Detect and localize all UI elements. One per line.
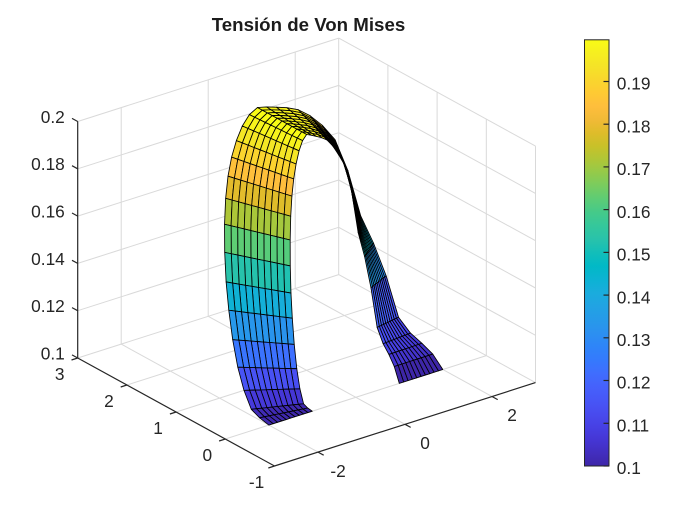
svg-text:0.19: 0.19 [617, 74, 651, 94]
svg-text:0.1: 0.1 [41, 343, 65, 363]
svg-text:0.17: 0.17 [617, 159, 651, 179]
svg-text:Tensión de Von Mises: Tensión de Von Mises [212, 14, 405, 35]
svg-text:0.15: 0.15 [617, 245, 651, 265]
svg-text:0: 0 [420, 433, 430, 453]
svg-text:0.11: 0.11 [617, 416, 649, 436]
svg-text:2: 2 [104, 391, 114, 411]
svg-text:0.16: 0.16 [31, 202, 65, 222]
svg-text:0.13: 0.13 [617, 330, 651, 350]
svg-text:3: 3 [55, 364, 65, 384]
svg-text:0.12: 0.12 [617, 373, 651, 393]
svg-text:0.18: 0.18 [617, 116, 651, 136]
svg-text:0.14: 0.14 [617, 287, 651, 307]
svg-text:0.1: 0.1 [617, 458, 641, 478]
svg-text:0.2: 0.2 [41, 107, 65, 127]
svg-text:0.18: 0.18 [31, 154, 65, 174]
svg-text:0.12: 0.12 [31, 296, 65, 316]
svg-text:2: 2 [507, 405, 517, 425]
svg-text:-1: -1 [249, 472, 264, 492]
svg-text:0.14: 0.14 [31, 249, 65, 269]
svg-text:1: 1 [153, 418, 163, 438]
svg-text:0: 0 [202, 445, 212, 465]
svg-text:0.16: 0.16 [617, 202, 651, 222]
svg-text:-2: -2 [330, 461, 345, 481]
